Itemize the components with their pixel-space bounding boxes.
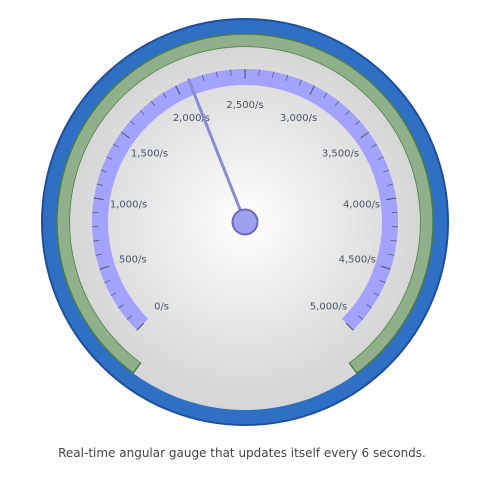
gauge-tick-label: 3,000/s [280,113,317,124]
gauge-minor-tick [96,183,103,186]
gauge-minor-tick [366,304,372,309]
gauge-major-tick [380,265,391,270]
gauge-tick-label: 4,500/s [339,254,376,265]
gauge-major-tick [345,322,354,331]
gauge-minor-tick [379,280,386,284]
gauge-major-tick [136,322,145,331]
gauge-tick-label: 1,500/s [131,149,168,160]
gauge-minor-tick [371,143,377,148]
gauge-minor-tick [162,92,167,99]
gauge-minor-tick [230,69,232,76]
gauge-minor-tick [358,315,364,320]
gauge-major-tick [386,197,397,201]
gauge-minor-tick [215,71,218,78]
gauge-major-tick [120,131,130,139]
gauge-major-tick [360,131,370,139]
gauge-major-tick [93,197,104,201]
gauge-minor-tick [258,69,260,76]
gauge-minor-tick [377,156,384,160]
gauge-ticks [92,69,398,331]
gauge-needle [187,78,247,224]
gauge-minor-tick [272,71,275,78]
gauge-major-tick [99,265,110,270]
gauge-minor-tick [139,110,145,116]
gauge-minor-tick [104,280,111,284]
gauge-minor-tick [110,292,117,297]
gauge-tick-label: 4,000/s [343,200,380,211]
gauge-tick-label: 0/s [154,301,169,312]
gauge-minor-tick [95,253,102,256]
gauge-minor-tick [118,304,124,309]
gauge-tick-label: 3,500/s [322,149,359,160]
gauge-minor-tick [345,110,351,116]
gauge-minor-tick [106,156,113,160]
gauge-minor-tick [387,183,394,186]
gauge-tick-label: 2,000/s [173,113,210,124]
gauge-tick-label: 500/s [119,254,147,265]
gauge-minor-tick [150,100,156,107]
gauge-minor-tick [285,74,289,81]
gauge-minor-tick [383,169,390,173]
gauge-minor-tick [129,120,135,126]
gauge-minor-tick [93,240,100,242]
gauge-minor-tick [373,292,380,297]
gauge-minor-tick [113,143,119,148]
gauge-minor-tick [390,240,397,242]
gauge-tick-label: 2,500/s [226,100,263,111]
gauge-tick-label: 1,000/s [110,200,147,211]
gauge-minor-tick [298,79,302,86]
gauge-scale-band [92,69,398,331]
gauge-minor-tick [100,169,107,173]
gauge-major-tick [175,85,181,95]
gauge-minor-tick [355,120,361,126]
gauge-minor-tick [126,315,132,320]
gauge-major-tick [309,85,315,95]
gauge-tick-label: 5,000/s [310,301,347,312]
gauge-caption: Real-time angular gauge that updates its… [58,446,426,460]
gauge-minor-tick [334,100,340,107]
gauge-tick-labels: 0/s 500/s 1,000/s 1,500/s 2,000/s 2,500/s 3,00… [110,100,380,312]
gauge-minor-tick [388,253,395,256]
gauge-hub [231,208,259,236]
gauge-minor-tick [201,74,205,81]
gauge-minor-tick [323,92,328,99]
